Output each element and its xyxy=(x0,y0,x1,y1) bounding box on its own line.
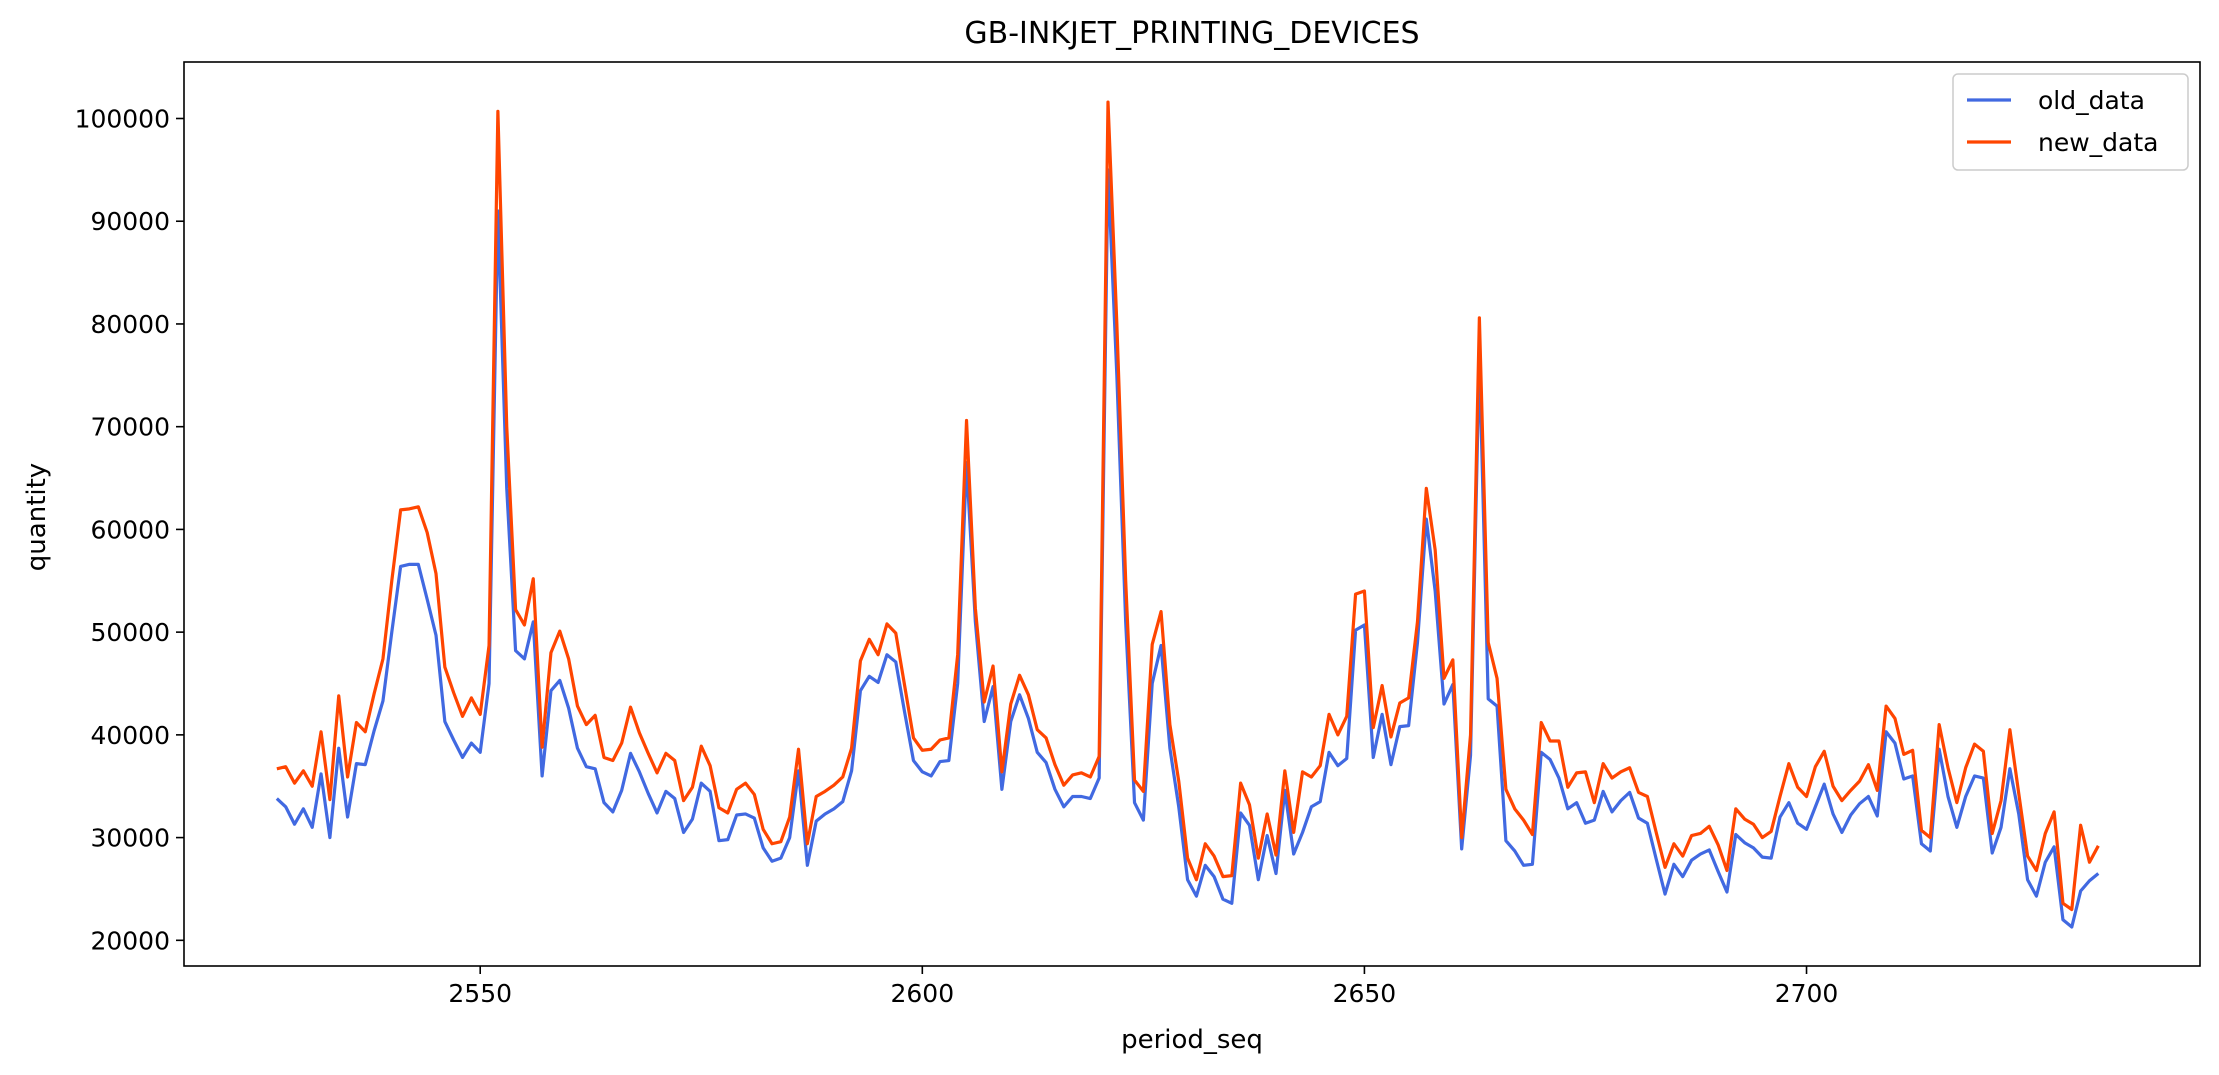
x-tick-label: 2700 xyxy=(1775,979,1839,1008)
legend: old_data new_data xyxy=(1952,73,2189,171)
plot-frame xyxy=(183,61,2201,967)
x-tick-label: 2600 xyxy=(891,979,955,1008)
y-tick-label: 60000 xyxy=(90,515,170,544)
y-tick-label: 50000 xyxy=(90,618,170,647)
chart-title: GB-INKJET_PRINTING_DEVICES xyxy=(964,16,1419,51)
y-tick-label: 80000 xyxy=(90,310,170,339)
x-tick-label: 2650 xyxy=(1333,979,1397,1008)
x-axis-label: period_seq xyxy=(1121,1025,1263,1055)
y-tick-label: 100000 xyxy=(75,105,170,134)
legend-label-new_data: new_data xyxy=(2038,128,2158,157)
legend-label-old_data: old_data xyxy=(2038,86,2145,115)
x-axis: 2550 2600 2650 2700 xyxy=(448,966,1838,1008)
y-tick-label: 30000 xyxy=(90,824,170,853)
series-line-old_data xyxy=(275,168,2100,929)
y-axis-label: quantity xyxy=(22,463,52,571)
series-line-new_data xyxy=(276,100,2100,912)
y-axis: 20000 30000 40000 50000 60000 70000 80000 90000… xyxy=(75,105,184,955)
legend-box xyxy=(1952,73,2189,171)
y-tick-label: 90000 xyxy=(90,207,170,236)
x-tick-label: 2550 xyxy=(448,979,512,1008)
plot-area xyxy=(275,100,2100,929)
y-tick-label: 40000 xyxy=(90,721,170,750)
y-tick-label: 20000 xyxy=(90,926,170,955)
y-tick-label: 70000 xyxy=(90,413,170,442)
